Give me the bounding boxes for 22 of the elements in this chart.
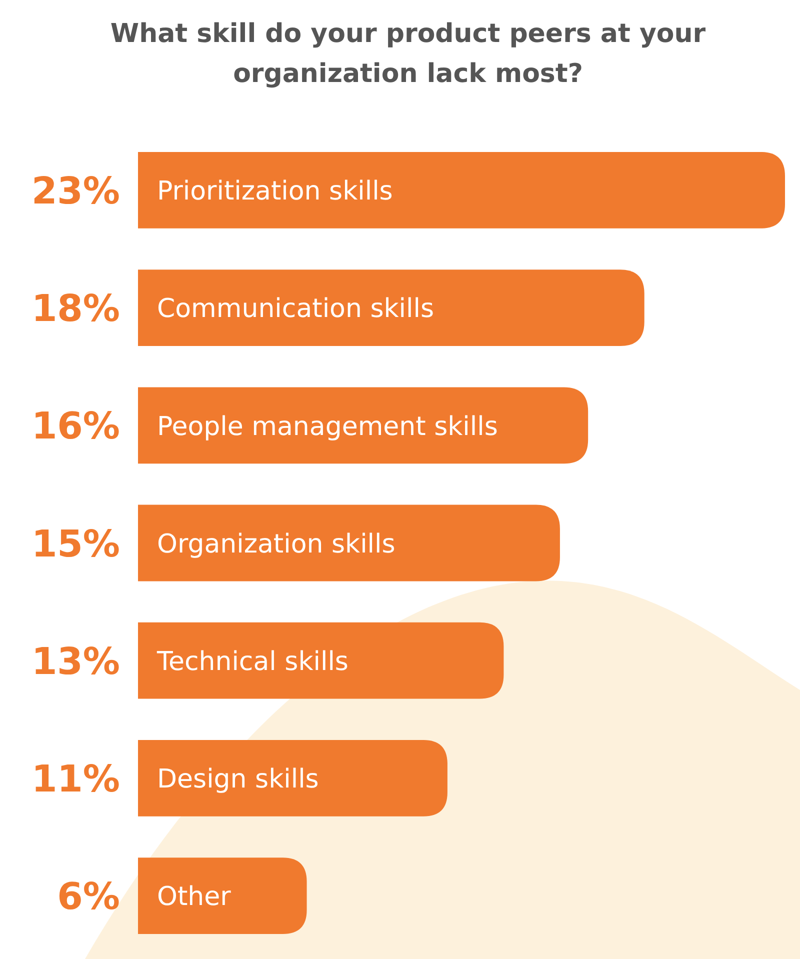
bar <box>138 622 504 699</box>
y-tick-label: Other <box>157 882 232 912</box>
chart-title: What skill do your product peers at your organization lack most? <box>110 19 706 89</box>
bar <box>138 152 785 228</box>
data-label: 18% <box>31 287 120 330</box>
data-label: 6% <box>57 875 120 918</box>
y-tick-label: Technical skills <box>156 646 348 677</box>
data-label: 15% <box>31 522 120 566</box>
bar <box>138 504 560 582</box>
y-tick-label: People management skills <box>157 412 498 442</box>
bar <box>138 387 588 464</box>
data-label: 11% <box>31 758 120 801</box>
bar <box>138 270 644 346</box>
data-label: 13% <box>31 640 120 683</box>
bar <box>138 740 448 816</box>
data-label: 23% <box>31 170 120 213</box>
y-tick-label: Organization skills <box>157 529 396 560</box>
y-tick-label: Design skills <box>157 764 319 795</box>
bar <box>138 858 307 934</box>
data-label: 16% <box>31 404 120 448</box>
y-tick-label: Prioritization skills <box>157 176 393 207</box>
y-tick-label: Communication skills <box>157 294 434 324</box>
